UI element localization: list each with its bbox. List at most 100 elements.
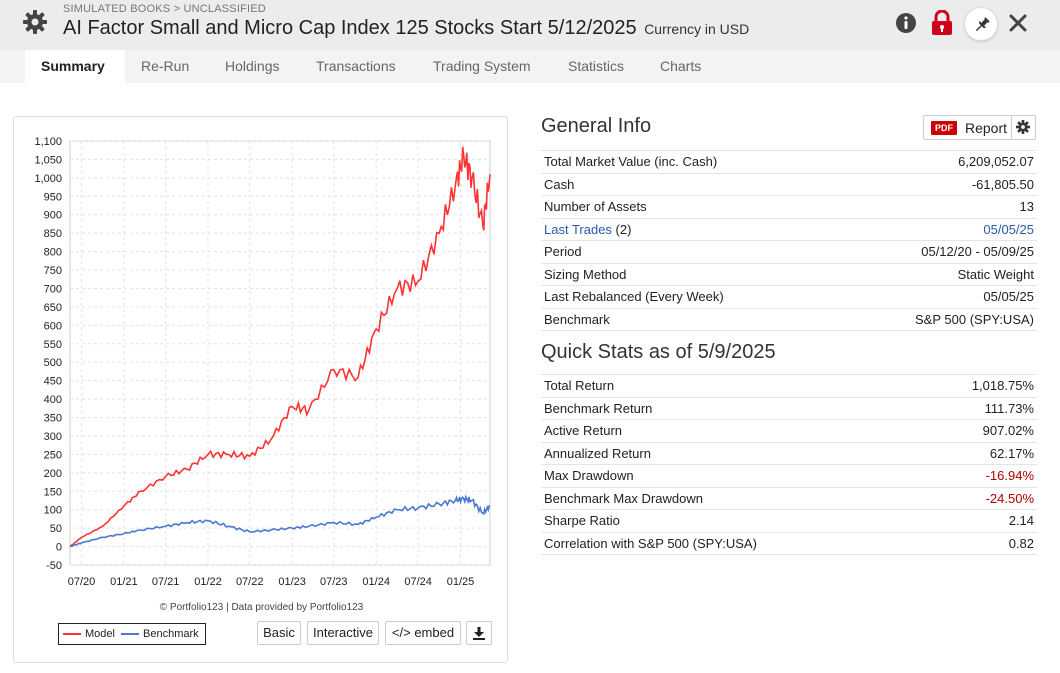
tab-trading-system[interactable]: Trading System: [433, 58, 531, 74]
series-line-model: [69, 146, 491, 548]
row-label: Sizing Method: [541, 262, 838, 286]
row-value: S&P 500 (SPY:USA): [837, 307, 1037, 331]
row-label: Active Return: [541, 419, 920, 442]
tab-transactions[interactable]: Transactions: [316, 58, 396, 74]
y-tick-label: 400: [44, 394, 62, 406]
row-label: Total Return: [541, 374, 920, 397]
table-row: Benchmark Return 111.73%: [541, 396, 1037, 420]
legend-swatch-model: [63, 633, 81, 636]
row-value: 2.14: [919, 509, 1037, 532]
table-row: Total Return 1,018.75%: [541, 374, 1037, 397]
y-tick-label: 1,050: [34, 154, 62, 166]
y-tick-label: 950: [44, 191, 62, 203]
row-value: Static Weight: [837, 262, 1037, 286]
quick-stats-table: Total Return 1,018.75% Benchmark Return 11…: [541, 374, 1037, 555]
download-icon: [473, 627, 485, 640]
y-tick-label: 0: [56, 542, 62, 554]
row-value: 0.82: [919, 531, 1037, 555]
row-value: 05/05/25: [837, 285, 1037, 308]
last-trades-link[interactable]: Last Trades: [544, 221, 612, 237]
title-bar: SIMULATED BOOKS > UNCLASSIFIED AI Factor…: [0, 0, 1060, 50]
y-tick-label: 1,100: [34, 136, 62, 148]
x-tick-label: 01/24: [362, 576, 390, 588]
legend-item-model[interactable]: Model: [63, 628, 115, 640]
general-info-table: Total Market Value (inc. Cash) 6,209,052.…: [541, 150, 1037, 331]
y-tick-label: 450: [44, 376, 62, 388]
plot-area: [69, 140, 491, 566]
interactive-chart-button[interactable]: Interactive: [307, 621, 379, 645]
row-value: 05/12/20 - 05/09/25: [837, 240, 1037, 263]
tab-holdings[interactable]: Holdings: [225, 58, 280, 74]
row-value: -24.50%: [919, 486, 1037, 510]
legend-label-model: Model: [85, 628, 115, 640]
row-label: Correlation with S&P 500 (SPY:USA): [541, 531, 920, 555]
row-label: Sharpe Ratio: [541, 509, 920, 532]
basic-chart-button[interactable]: Basic: [257, 621, 301, 645]
row-value: -16.94%: [919, 464, 1037, 487]
page-title-text: AI Factor Small and Micro Cap Index 125 …: [63, 17, 637, 39]
performance-chart[interactable]: 1,100 1,050 1,000 950 900 850 800 750 700 650 600 5…: [14, 117, 509, 597]
last-trades-count: (2): [611, 221, 632, 237]
embed-button[interactable]: </> embed: [385, 621, 461, 645]
breadcrumb[interactable]: SIMULATED BOOKS > UNCLASSIFIED: [63, 3, 266, 15]
table-row: Annualized Return 62.17%: [541, 441, 1037, 465]
table-row: Last Rebalanced (Every Week) 05/05/25: [541, 285, 1037, 308]
x-tick-label: 07/22: [236, 576, 264, 588]
x-tick-label: 07/24: [404, 576, 432, 588]
row-label: Cash: [541, 172, 838, 196]
row-label: Last Rebalanced (Every Week): [541, 285, 838, 308]
y-tick-label: 50: [50, 523, 62, 535]
performance-chart-panel: 1,100 1,050 1,000 950 900 850 800 750 700 650 600 5…: [13, 116, 508, 663]
table-row: Number of Assets 13: [541, 195, 1037, 218]
y-tick-label: 550: [44, 339, 62, 351]
row-value: 05/05/25: [837, 217, 1037, 241]
y-tick-label: 300: [44, 431, 62, 443]
download-button[interactable]: [466, 621, 492, 645]
row-label: Annualized Return: [541, 441, 920, 465]
lock-icon[interactable]: [930, 9, 954, 35]
row-value: 111.73%: [919, 396, 1037, 420]
table-row: Sizing Method Static Weight: [541, 262, 1037, 286]
y-tick-label: 650: [44, 302, 62, 314]
x-tick-label: 01/22: [194, 576, 222, 588]
tab-statistics[interactable]: Statistics: [568, 58, 625, 74]
y-tick-label: 150: [44, 486, 62, 498]
pdf-badge: PDF: [931, 121, 957, 135]
gear-icon[interactable]: [1016, 120, 1030, 139]
y-tick-label: 350: [44, 413, 62, 425]
y-tick-label: 500: [44, 357, 62, 369]
row-value: 1,018.75%: [919, 374, 1037, 397]
table-row: Period 05/12/20 - 05/09/25: [541, 240, 1037, 263]
tab-charts[interactable]: Charts: [660, 58, 702, 74]
tab-re-run[interactable]: Re-Run: [141, 58, 190, 74]
tab-summary[interactable]: Summary: [25, 50, 125, 83]
y-tick-label: 600: [44, 320, 62, 332]
x-tick-label: 01/23: [278, 576, 306, 588]
report-button[interactable]: PDF Report: [923, 115, 1036, 140]
table-row: Benchmark Max Drawdown -24.50%: [541, 486, 1037, 510]
gear-icon[interactable]: [22, 9, 48, 35]
report-label: Report: [965, 120, 1008, 136]
y-tick-label: 750: [44, 265, 62, 277]
table-row: Sharpe Ratio 2.14: [541, 509, 1037, 532]
series-line-benchmark: [69, 494, 491, 548]
legend-swatch-benchmark: [121, 633, 139, 636]
x-tick-label: 07/21: [152, 576, 180, 588]
tab-bar: Summary Re-Run Holdings Transactions Tra…: [0, 50, 1060, 83]
legend-item-benchmark[interactable]: Benchmark: [121, 628, 199, 640]
close-icon[interactable]: [1008, 13, 1032, 37]
general-info-title: General Info: [541, 115, 652, 137]
quick-stats-title: Quick Stats as of 5/9/2025: [541, 341, 776, 363]
row-label: Benchmark Max Drawdown: [541, 486, 920, 510]
info-icon[interactable]: [894, 11, 918, 35]
row-label: Benchmark Return: [541, 396, 920, 420]
pin-button[interactable]: [964, 7, 998, 41]
table-row: Last Trades (2) 05/05/25: [541, 217, 1037, 241]
table-row: Total Market Value (inc. Cash) 6,209,052.…: [541, 150, 1037, 173]
report-divider: [1011, 116, 1012, 139]
y-tick-label: 900: [44, 210, 62, 222]
row-value: 6,209,052.07: [837, 150, 1037, 173]
chart-legend: Model Benchmark: [58, 623, 206, 645]
legend-label-benchmark: Benchmark: [143, 628, 199, 640]
last-trades-date-link[interactable]: 05/05/25: [983, 221, 1034, 237]
